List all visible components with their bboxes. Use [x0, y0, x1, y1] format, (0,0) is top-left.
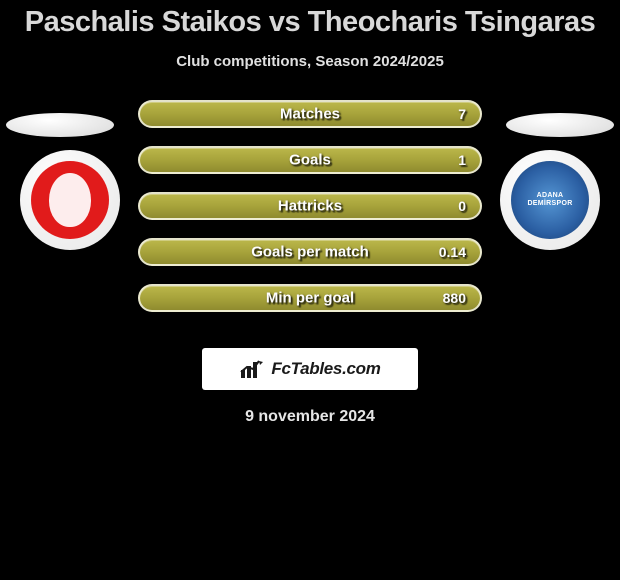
stat-bar: Min per goal880 — [138, 284, 482, 312]
left-player-ellipse — [6, 113, 114, 137]
right-club-emblem: ADANA DEMİRSPOR — [511, 161, 589, 239]
subtitle: Club competitions, Season 2024/2025 — [0, 53, 620, 70]
stat-value: 0 — [458, 198, 466, 214]
watermark-chart-icon — [239, 358, 265, 380]
watermark-text: FcTables.com — [271, 359, 380, 379]
stat-label: Matches — [140, 106, 480, 123]
stat-label: Goals per match — [140, 244, 480, 261]
stat-value: 1 — [458, 152, 466, 168]
left-club-badge — [20, 150, 120, 250]
date-line: 9 november 2024 — [0, 408, 620, 426]
stat-value: 7 — [458, 106, 466, 122]
stat-bar: Goals1 — [138, 146, 482, 174]
comparison-panel: ADANA DEMİRSPOR Matches7Goals1Hattricks0… — [0, 100, 620, 330]
stat-label: Min per goal — [140, 290, 480, 307]
right-club-badge: ADANA DEMİRSPOR — [500, 150, 600, 250]
stat-bar: Goals per match0.14 — [138, 238, 482, 266]
stat-bar: Hattricks0 — [138, 192, 482, 220]
left-club-emblem — [31, 161, 109, 239]
right-club-badge-bg: ADANA DEMİRSPOR — [500, 150, 600, 250]
right-player-ellipse — [506, 113, 614, 137]
right-club-emblem-text: ADANA DEMİRSPOR — [527, 192, 572, 207]
watermark: FcTables.com — [202, 348, 418, 390]
stat-label: Goals — [140, 152, 480, 169]
stat-bars: Matches7Goals1Hattricks0Goals per match0… — [138, 100, 482, 330]
stat-value: 0.14 — [439, 244, 466, 260]
page-title: Paschalis Staikos vs Theocharis Tsingara… — [0, 0, 620, 39]
left-club-badge-bg — [20, 150, 120, 250]
stat-value: 880 — [443, 290, 466, 306]
stat-label: Hattricks — [140, 198, 480, 215]
stat-bar: Matches7 — [138, 100, 482, 128]
